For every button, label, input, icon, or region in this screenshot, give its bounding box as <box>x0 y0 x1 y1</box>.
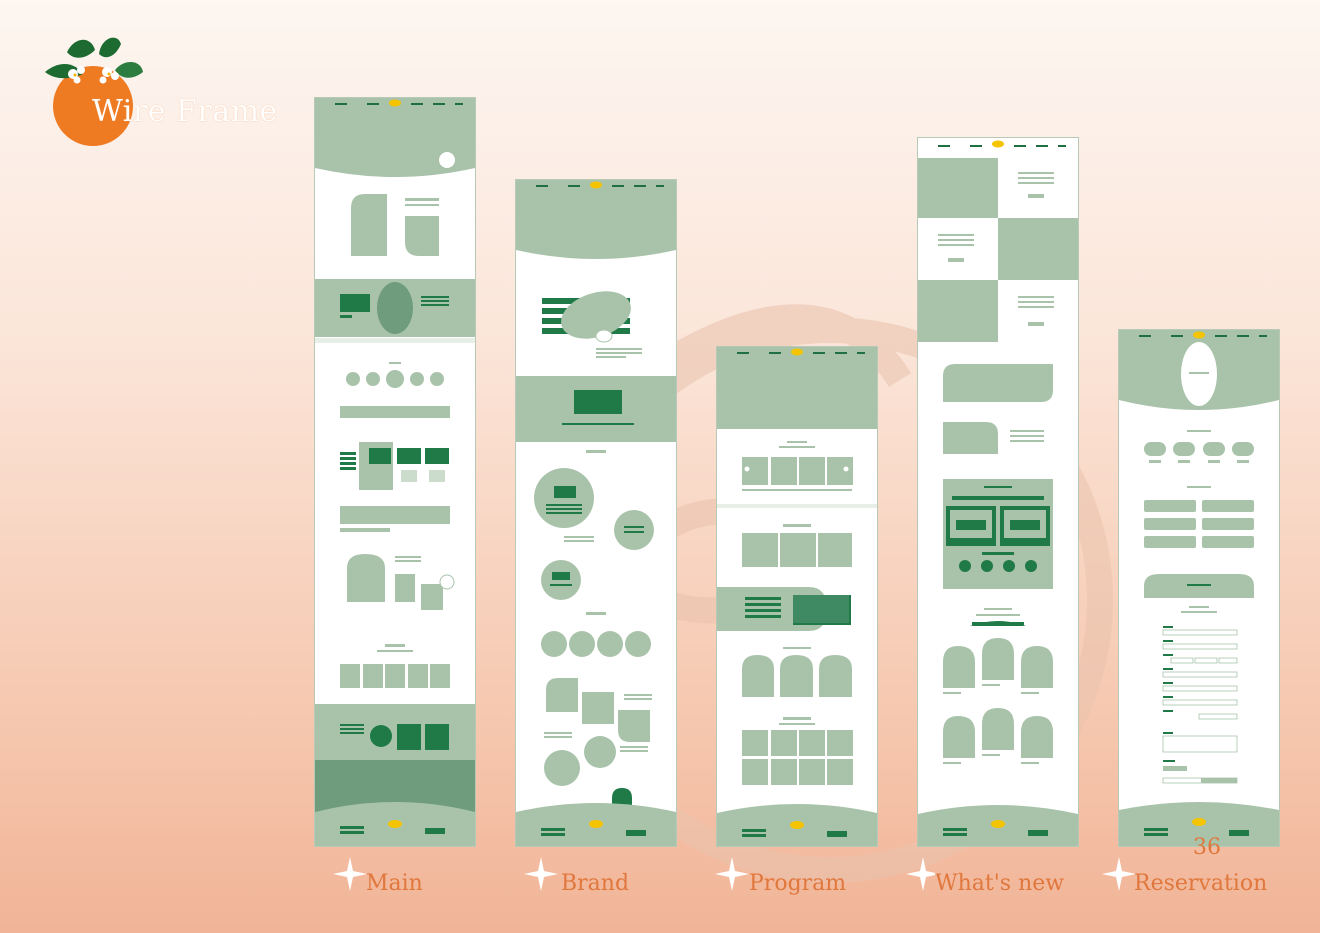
page-title: Wire Frame <box>92 94 278 129</box>
label-whats-new: What's new <box>935 871 1065 896</box>
wireframe-brand <box>515 179 677 847</box>
label-reservation: Reservation <box>1134 871 1268 896</box>
sparkle-star-icon <box>906 857 940 891</box>
wireframe-main <box>314 97 476 847</box>
label-main: Main <box>366 871 423 896</box>
sparkle-star-icon <box>524 857 558 891</box>
orange-logo-icon <box>45 37 143 146</box>
sparkle-star-icon <box>333 857 367 891</box>
sparkle-star-icon <box>1102 857 1136 891</box>
wireframe-whats-new <box>917 137 1079 847</box>
sparkle-star-icon <box>715 857 749 891</box>
label-program: Program <box>749 871 847 896</box>
label-brand: Brand <box>561 871 630 896</box>
wireframe-reservation <box>1118 329 1280 847</box>
wireframe-program <box>716 346 878 847</box>
page-number: 36 <box>1193 835 1221 860</box>
